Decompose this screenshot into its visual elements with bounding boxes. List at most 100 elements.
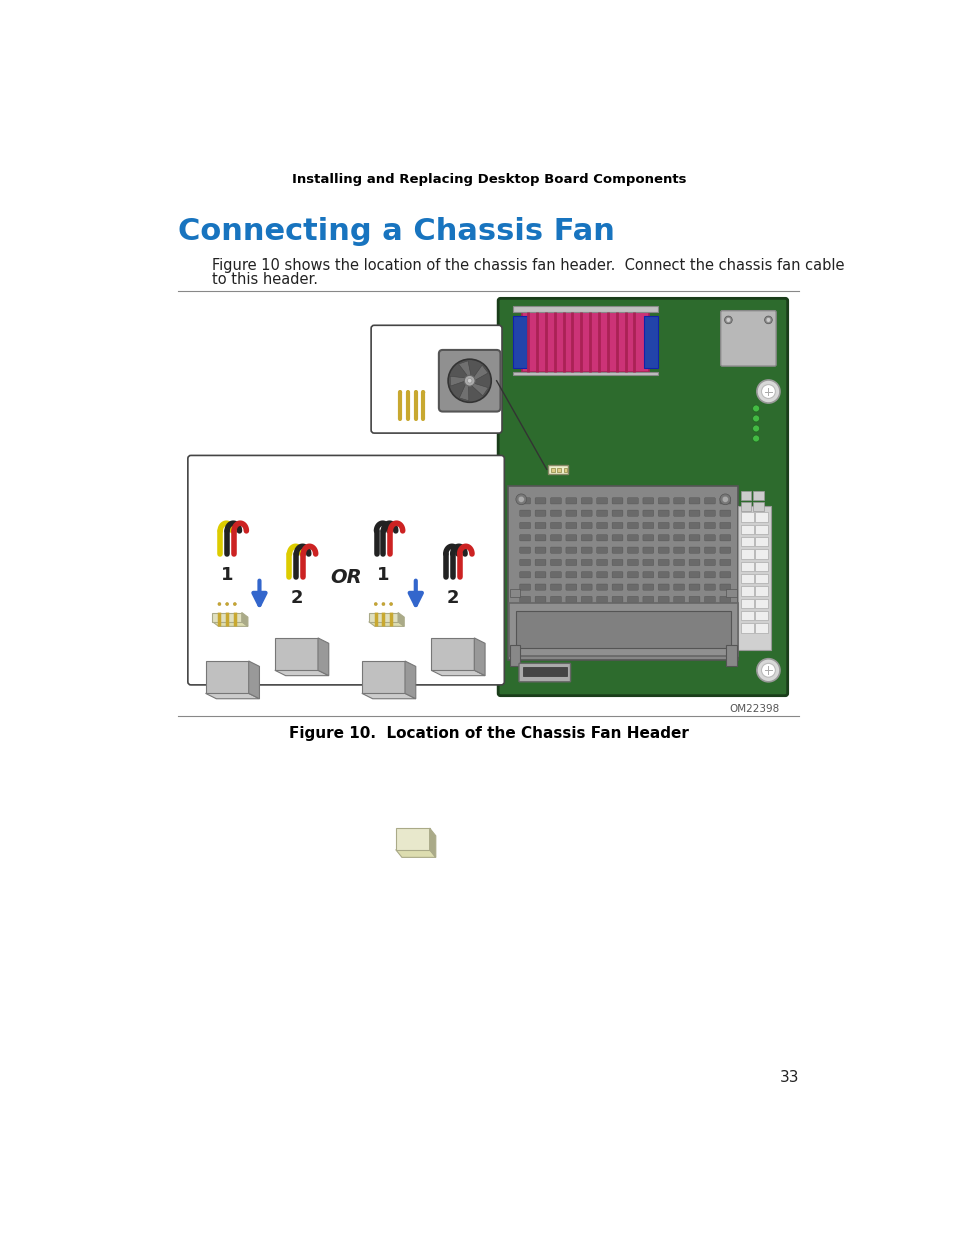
FancyBboxPatch shape (738, 506, 770, 651)
Text: 33: 33 (779, 1070, 799, 1086)
FancyBboxPatch shape (673, 559, 684, 566)
Circle shape (752, 405, 759, 412)
FancyBboxPatch shape (688, 572, 700, 578)
Circle shape (756, 380, 780, 403)
Polygon shape (274, 638, 317, 671)
Circle shape (233, 603, 236, 605)
FancyBboxPatch shape (550, 547, 560, 553)
FancyBboxPatch shape (703, 535, 715, 541)
Polygon shape (369, 613, 397, 621)
Polygon shape (361, 693, 416, 699)
FancyBboxPatch shape (627, 621, 638, 627)
FancyBboxPatch shape (612, 535, 622, 541)
FancyBboxPatch shape (755, 574, 767, 583)
FancyBboxPatch shape (516, 611, 730, 648)
FancyBboxPatch shape (703, 547, 715, 553)
FancyBboxPatch shape (550, 634, 560, 640)
FancyBboxPatch shape (596, 572, 607, 578)
FancyBboxPatch shape (658, 559, 668, 566)
FancyBboxPatch shape (519, 535, 530, 541)
FancyBboxPatch shape (740, 562, 753, 571)
FancyBboxPatch shape (565, 559, 577, 566)
FancyBboxPatch shape (565, 572, 577, 578)
FancyBboxPatch shape (508, 603, 737, 656)
FancyBboxPatch shape (740, 611, 753, 620)
FancyBboxPatch shape (673, 535, 684, 541)
FancyBboxPatch shape (513, 372, 658, 375)
FancyBboxPatch shape (371, 325, 501, 433)
FancyBboxPatch shape (725, 645, 736, 667)
FancyBboxPatch shape (720, 498, 730, 504)
FancyBboxPatch shape (688, 584, 700, 590)
FancyBboxPatch shape (596, 535, 607, 541)
FancyBboxPatch shape (565, 522, 577, 529)
FancyBboxPatch shape (642, 510, 653, 516)
FancyBboxPatch shape (720, 311, 776, 366)
FancyBboxPatch shape (535, 559, 545, 566)
FancyBboxPatch shape (755, 525, 767, 534)
FancyBboxPatch shape (565, 547, 577, 553)
FancyBboxPatch shape (740, 490, 751, 500)
FancyBboxPatch shape (627, 535, 638, 541)
FancyBboxPatch shape (642, 597, 653, 603)
FancyBboxPatch shape (642, 609, 653, 615)
FancyBboxPatch shape (703, 572, 715, 578)
FancyBboxPatch shape (580, 621, 592, 627)
Circle shape (760, 384, 775, 399)
Polygon shape (458, 383, 468, 400)
FancyBboxPatch shape (720, 634, 730, 640)
FancyBboxPatch shape (703, 609, 715, 615)
FancyBboxPatch shape (642, 547, 653, 553)
FancyBboxPatch shape (535, 609, 545, 615)
FancyBboxPatch shape (642, 621, 653, 627)
Polygon shape (395, 829, 429, 850)
Text: Figure 10 shows the location of the chassis fan header.  Connect the chassis fan: Figure 10 shows the location of the chas… (213, 258, 844, 273)
FancyBboxPatch shape (565, 498, 577, 504)
FancyBboxPatch shape (438, 350, 500, 411)
Circle shape (398, 390, 401, 394)
FancyBboxPatch shape (596, 547, 607, 553)
Polygon shape (450, 377, 465, 387)
FancyBboxPatch shape (513, 306, 658, 312)
FancyBboxPatch shape (703, 522, 715, 529)
FancyBboxPatch shape (565, 609, 577, 615)
FancyBboxPatch shape (627, 498, 638, 504)
Polygon shape (317, 638, 329, 676)
FancyBboxPatch shape (642, 498, 653, 504)
FancyBboxPatch shape (550, 621, 560, 627)
FancyBboxPatch shape (580, 547, 592, 553)
FancyBboxPatch shape (673, 522, 684, 529)
FancyBboxPatch shape (519, 584, 530, 590)
FancyBboxPatch shape (673, 584, 684, 590)
FancyBboxPatch shape (644, 316, 658, 368)
FancyBboxPatch shape (596, 597, 607, 603)
FancyBboxPatch shape (550, 559, 560, 566)
Circle shape (421, 390, 425, 394)
FancyBboxPatch shape (535, 597, 545, 603)
FancyBboxPatch shape (612, 498, 622, 504)
FancyBboxPatch shape (755, 513, 767, 521)
FancyBboxPatch shape (720, 535, 730, 541)
FancyBboxPatch shape (565, 510, 577, 516)
FancyBboxPatch shape (688, 535, 700, 541)
Polygon shape (241, 613, 248, 626)
FancyBboxPatch shape (755, 599, 767, 608)
FancyBboxPatch shape (755, 562, 767, 571)
FancyBboxPatch shape (673, 609, 684, 615)
FancyBboxPatch shape (535, 634, 545, 640)
FancyBboxPatch shape (720, 559, 730, 566)
FancyBboxPatch shape (703, 510, 715, 516)
FancyBboxPatch shape (596, 522, 607, 529)
FancyBboxPatch shape (509, 589, 520, 597)
FancyBboxPatch shape (755, 611, 767, 620)
Circle shape (721, 645, 728, 651)
FancyBboxPatch shape (565, 634, 577, 640)
FancyBboxPatch shape (703, 498, 715, 504)
FancyBboxPatch shape (627, 584, 638, 590)
FancyBboxPatch shape (642, 535, 653, 541)
Circle shape (756, 658, 780, 682)
FancyBboxPatch shape (642, 559, 653, 566)
Text: to this header.: to this header. (213, 272, 318, 287)
FancyBboxPatch shape (720, 621, 730, 627)
FancyBboxPatch shape (703, 634, 715, 640)
